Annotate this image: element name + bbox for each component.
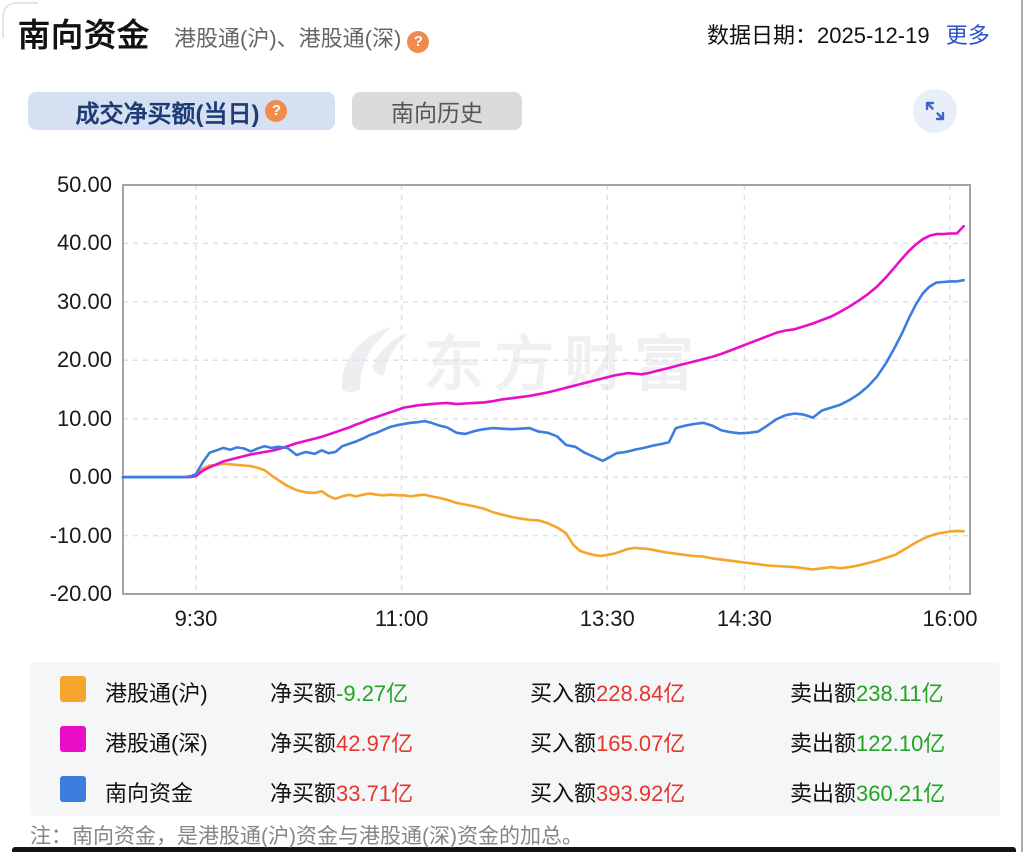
plot-frame xyxy=(122,184,971,595)
card-corner xyxy=(2,2,38,38)
buy-cell: 买入额228.84亿 xyxy=(530,676,685,708)
series-line xyxy=(121,278,966,479)
legend-panel: 港股通(沪) 净买额-9.27亿 买入额228.84亿 卖出额238.11亿 港… xyxy=(30,662,1000,816)
y-axis-tick: 20.00 xyxy=(56,347,112,373)
sell-cell: 卖出额238.11亿 xyxy=(790,676,944,708)
net-buy-label: 净买额 xyxy=(270,681,337,706)
x-axis-tick: 11:00 xyxy=(374,606,429,631)
sell-cell: 卖出额122.10亿 xyxy=(790,726,945,758)
buy-value: 165.07亿 xyxy=(596,731,686,756)
series-swatch xyxy=(60,776,86,802)
card-right-border xyxy=(1021,0,1023,852)
tab-inactive-label: 南向历史 xyxy=(391,100,483,126)
help-icon[interactable]: ? xyxy=(265,100,288,122)
sell-label: 卖出额 xyxy=(790,781,857,806)
net-buy-value: 33.71亿 xyxy=(336,781,414,806)
y-axis-tick: 40.00 xyxy=(56,230,112,256)
sell-value: 122.10亿 xyxy=(856,731,946,756)
y-axis-tick: -20.00 xyxy=(49,581,112,607)
sell-value: 238.11亿 xyxy=(856,681,944,706)
buy-label: 买入额 xyxy=(530,681,597,706)
more-link[interactable]: 更多 xyxy=(945,23,990,48)
header: 南向资金 港股通(沪)、港股通(深) ? xyxy=(18,10,430,56)
date-label: 数据日期： xyxy=(707,23,818,48)
tab-southbound-history[interactable]: 南向历史 xyxy=(352,92,522,130)
x-axis-tick: 13:30 xyxy=(579,606,635,631)
series-name: 南向资金 xyxy=(105,781,194,806)
net-buy-label: 净买额 xyxy=(270,731,337,756)
buy-label: 买入额 xyxy=(530,781,597,806)
series-swatch xyxy=(60,676,86,702)
sell-label: 卖出额 xyxy=(790,681,857,706)
series-line xyxy=(121,462,966,571)
net-buy-cell: 净买额-9.27亿 xyxy=(270,676,408,708)
buy-label: 买入额 xyxy=(530,731,597,756)
net-buy-label: 净买额 xyxy=(270,781,337,806)
sell-value: 360.21亿 xyxy=(856,781,946,806)
x-axis-tick: 14:30 xyxy=(716,606,772,631)
expand-arrows-icon xyxy=(925,101,945,121)
page-subtitle: 港股通(沪)、港股通(深) xyxy=(174,26,402,51)
x-axis-tick: 16:00 xyxy=(922,606,978,631)
tab-active-label: 成交净买额(当日) xyxy=(75,100,260,128)
page-title: 南向资金 xyxy=(18,17,151,53)
net-buy-cell: 净买额33.71亿 xyxy=(270,776,413,808)
legend-row-south: 南向资金 净买额33.71亿 买入额393.92亿 卖出额360.21亿 xyxy=(30,764,1000,814)
bottom-bar xyxy=(12,847,1016,852)
buy-value: 228.84亿 xyxy=(596,681,686,706)
footnote: 注：南向资金，是港股通(沪)资金与港股通(深)资金的加总。 xyxy=(30,825,583,848)
y-axis-tick: 50.00 xyxy=(56,171,112,197)
legend-row-sz: 港股通(深) 净买额42.97亿 买入额165.07亿 卖出额122.10亿 xyxy=(30,714,1000,764)
data-date: 数据日期：2025-12-19 更多 xyxy=(707,18,990,50)
fullscreen-button[interactable] xyxy=(913,89,957,133)
buy-cell: 买入额393.92亿 xyxy=(530,776,685,808)
y-axis-tick: 30.00 xyxy=(56,288,112,314)
net-buy-value: -9.27亿 xyxy=(336,681,409,706)
y-axis-tick: 10.00 xyxy=(56,405,112,431)
net-buy-cell: 净买额42.97亿 xyxy=(270,726,413,758)
y-axis-tick: 0.00 xyxy=(69,464,112,490)
net-buy-value: 42.97亿 xyxy=(336,731,414,756)
buy-cell: 买入额165.07亿 xyxy=(530,726,685,758)
buy-value: 393.92亿 xyxy=(596,781,686,806)
series-line xyxy=(121,224,966,479)
series-name: 港股通(深) xyxy=(105,731,208,756)
sell-label: 卖出额 xyxy=(790,731,857,756)
series-swatch xyxy=(60,726,86,752)
sell-cell: 卖出额360.21亿 xyxy=(790,776,945,808)
date-value: 2025-12-19 xyxy=(817,23,930,48)
x-axis-tick: 9:30 xyxy=(174,606,218,631)
tab-net-buy-today[interactable]: 成交净买额(当日) ? xyxy=(28,92,335,130)
help-icon[interactable]: ? xyxy=(407,31,430,53)
legend-row-sh: 港股通(沪) 净买额-9.27亿 买入额228.84亿 卖出额238.11亿 xyxy=(30,664,1000,714)
y-axis-tick: -10.00 xyxy=(49,522,112,548)
series-name: 港股通(沪) xyxy=(105,681,208,706)
